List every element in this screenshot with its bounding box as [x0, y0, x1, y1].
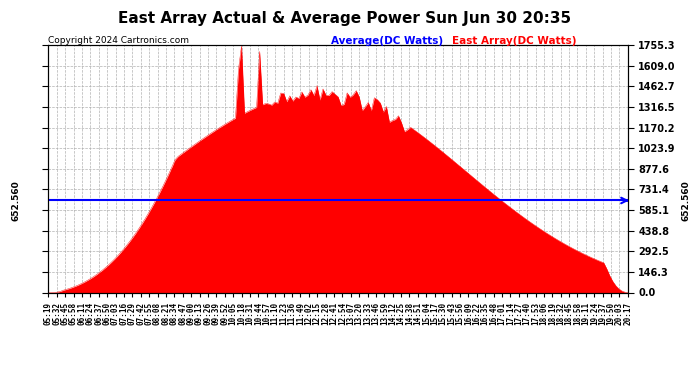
- Text: 652.560: 652.560: [12, 180, 21, 221]
- Text: Copyright 2024 Cartronics.com: Copyright 2024 Cartronics.com: [48, 36, 189, 45]
- Text: 652.560: 652.560: [681, 180, 690, 221]
- Text: East Array Actual & Average Power Sun Jun 30 20:35: East Array Actual & Average Power Sun Ju…: [119, 11, 571, 26]
- Text: Average(DC Watts): Average(DC Watts): [331, 36, 443, 46]
- Text: East Array(DC Watts): East Array(DC Watts): [452, 36, 576, 46]
